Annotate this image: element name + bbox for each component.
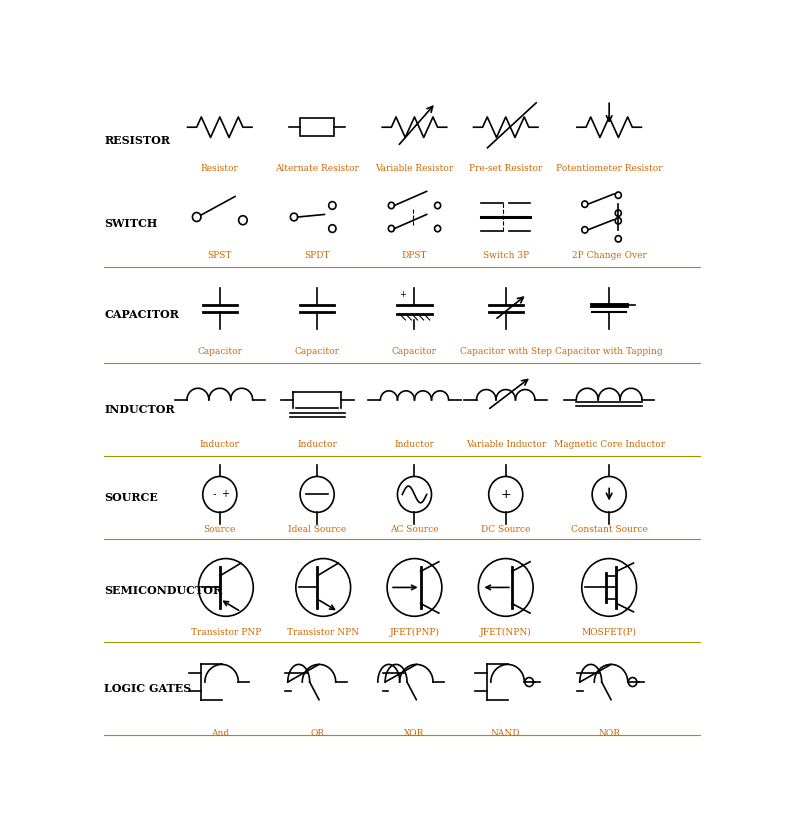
Text: Magnetic Core Inductor: Magnetic Core Inductor	[553, 440, 665, 449]
Text: JFET(PNP): JFET(PNP)	[389, 628, 440, 637]
Text: MOSFET(P): MOSFET(P)	[582, 628, 637, 637]
Text: +: +	[221, 490, 229, 500]
Text: Potentiometer Resistor: Potentiometer Resistor	[556, 164, 663, 173]
Text: And: And	[210, 729, 229, 737]
Text: DPST: DPST	[402, 251, 427, 260]
Text: 2P Change Over: 2P Change Over	[571, 251, 647, 260]
Text: SEMICONDUCTOR: SEMICONDUCTOR	[104, 585, 222, 596]
Text: AC Source: AC Source	[390, 526, 439, 534]
Text: Pre-set Resistor: Pre-set Resistor	[469, 164, 542, 173]
Text: Capacitor with Step: Capacitor with Step	[460, 347, 552, 356]
Text: Capacitor: Capacitor	[294, 347, 340, 356]
Text: NAND: NAND	[491, 729, 520, 737]
Text: SWITCH: SWITCH	[104, 218, 158, 229]
Text: OR: OR	[310, 729, 324, 737]
Text: Transistor PNP: Transistor PNP	[191, 628, 261, 637]
Text: SPDT: SPDT	[305, 251, 330, 260]
Text: JFET(NPN): JFET(NPN)	[480, 628, 531, 637]
Text: XOR: XOR	[404, 729, 425, 737]
Text: Variable Inductor: Variable Inductor	[466, 440, 546, 449]
Text: Switch 3P: Switch 3P	[483, 251, 529, 260]
Text: Inductor: Inductor	[200, 440, 239, 449]
Text: Ideal Source: Ideal Source	[288, 526, 346, 534]
Text: +: +	[399, 290, 406, 299]
Text: Capacitor: Capacitor	[197, 347, 243, 356]
Text: Inductor: Inductor	[395, 440, 434, 449]
Text: Constant Source: Constant Source	[571, 526, 648, 534]
Text: CAPACITOR: CAPACITOR	[104, 309, 179, 321]
Text: Variable Resistor: Variable Resistor	[375, 164, 454, 173]
Text: DC Source: DC Source	[481, 526, 531, 534]
Text: SOURCE: SOURCE	[104, 492, 158, 503]
Text: Capacitor: Capacitor	[392, 347, 437, 356]
Text: NOR: NOR	[598, 729, 620, 737]
Text: Transistor NPN: Transistor NPN	[287, 628, 360, 637]
Text: SPST: SPST	[207, 251, 232, 260]
Text: Alternate Resistor: Alternate Resistor	[276, 164, 359, 173]
Text: LOGIC GATES: LOGIC GATES	[104, 683, 192, 694]
Text: +: +	[500, 488, 511, 501]
Text: Source: Source	[203, 526, 236, 534]
Text: Capacitor with Tapping: Capacitor with Tapping	[555, 347, 663, 356]
Text: -: -	[213, 490, 216, 500]
Text: Resistor: Resistor	[201, 164, 239, 173]
Text: Inductor: Inductor	[298, 440, 337, 449]
Text: RESISTOR: RESISTOR	[104, 135, 170, 146]
Text: INDUCTOR: INDUCTOR	[104, 404, 175, 415]
